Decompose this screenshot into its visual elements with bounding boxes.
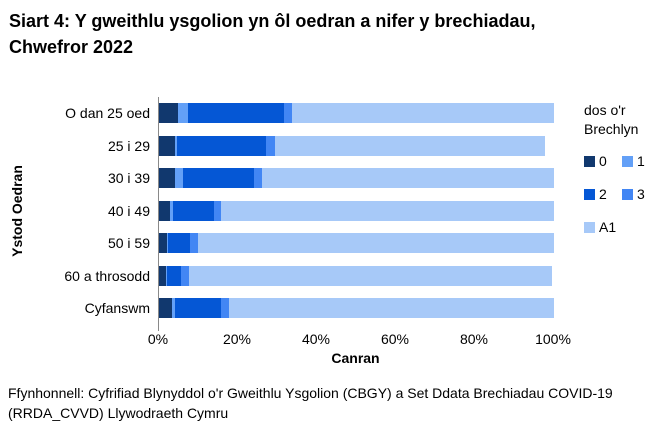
- bar-row: 60 a throsodd: [64, 260, 554, 293]
- bar-segment-dose-A1: [275, 135, 545, 156]
- bar-segment-dose-3: [266, 135, 276, 156]
- legend-label: 0: [599, 153, 607, 169]
- stacked-bar: [159, 265, 554, 286]
- legend-swatch: [584, 221, 595, 233]
- bar-segment-dose-0: [159, 168, 175, 189]
- y-tick-label: 40 i 49: [107, 202, 150, 219]
- y-tick-label: 60 a throsodd: [64, 267, 150, 284]
- legend-item-dose-2: 2: [584, 186, 622, 202]
- bar-segment-dose-2: [174, 298, 222, 319]
- y-tick-label: Cyfanswm: [84, 300, 150, 317]
- bar-row: 40 i 49: [108, 195, 554, 228]
- stacked-bar: [159, 233, 554, 254]
- bar-row: 25 i 29: [108, 130, 554, 163]
- legend-item-dose-1: 1: [622, 153, 660, 169]
- bar-segment-dose-1: [170, 200, 174, 221]
- legend-swatch: [622, 155, 633, 167]
- bar-segment-dose-A1: [261, 168, 554, 189]
- y-axis-title: Ystod Oedran: [9, 165, 26, 257]
- y-tick-label: 25 i 29: [107, 137, 150, 154]
- plot-area: O dan 25 oed 25 i 29 30 i 39 40 i 49 50 i 59…: [64, 97, 554, 331]
- bar-segment-dose-1: [166, 233, 169, 254]
- legend-swatch: [622, 188, 633, 200]
- bar-segment-dose-3: [254, 168, 262, 189]
- x-tick-label: 60%: [380, 331, 410, 347]
- x-tick-label: 0%: [147, 331, 169, 347]
- bar-row: Cyfanswm: [85, 292, 554, 325]
- bar-segment-dose-1: [165, 265, 168, 286]
- bar-segment-dose-A1: [197, 233, 554, 254]
- bar-segment-dose-0: [159, 298, 172, 319]
- legend-item-dose-3: 3: [622, 186, 660, 202]
- bar-segment-dose-A1: [188, 265, 552, 286]
- bar-segment-dose-3: [181, 265, 189, 286]
- stacked-bar: [159, 103, 554, 124]
- bar-segment-dose-3: [189, 233, 198, 254]
- legend-title: dos o'r Brechlyn: [584, 102, 639, 137]
- bar-segment-dose-0: [159, 233, 167, 254]
- stacked-bar: [159, 135, 554, 156]
- bar-segment-dose-0: [159, 265, 166, 286]
- y-axis-title-wrap: Ystod Oedran: [4, 97, 30, 325]
- bar-segment-dose-A1: [220, 200, 554, 221]
- bar-segment-dose-2: [183, 168, 255, 189]
- stacked-bar: [159, 168, 554, 189]
- bar-segment-dose-3: [283, 103, 292, 124]
- y-tick-label: 30 i 39: [107, 170, 150, 187]
- legend-label: 1: [637, 153, 645, 169]
- x-tick-label: 40%: [301, 331, 331, 347]
- bar-segment-dose-2: [173, 200, 214, 221]
- source-note: Ffynhonnell: Cyfrifiad Blynyddol o'r Gwe…: [8, 385, 613, 421]
- bar-row: 30 i 39: [108, 162, 554, 195]
- x-tick-label: 80%: [459, 331, 489, 347]
- legend-label: 2: [599, 186, 607, 202]
- legend-swatch: [584, 188, 595, 200]
- bar-segment-dose-1: [171, 298, 175, 319]
- legend: dos o'r Brechlyn 0 1 2 3 A1: [584, 101, 662, 235]
- stacked-bar: [159, 200, 554, 221]
- bar-segment-dose-3: [213, 200, 221, 221]
- legend-label: 3: [637, 186, 645, 202]
- legend-item-dose-0: 0: [584, 153, 622, 169]
- bar-segment-dose-3: [221, 298, 230, 319]
- bar-segment-dose-2: [187, 103, 284, 124]
- bar-segment-dose-1: [174, 168, 184, 189]
- legend-items: 0 1 2 3 A1: [584, 153, 662, 235]
- legend-label: A1: [599, 219, 617, 235]
- chart-title: Siart 4: Y gweithlu ysgolion yn ôl oedra…: [9, 11, 536, 57]
- bar-segment-dose-2: [177, 135, 267, 156]
- stacked-bar: [159, 298, 554, 319]
- bar-segment-dose-1: [175, 135, 178, 156]
- y-tick-label: O dan 25 oed: [65, 105, 150, 122]
- bar-row: O dan 25 oed: [65, 97, 554, 130]
- bar-row: 50 i 59: [108, 227, 554, 260]
- bar-segment-dose-0: [159, 135, 176, 156]
- legend-item-dose-A1: A1: [584, 219, 622, 235]
- bar-segment-dose-0: [159, 103, 178, 124]
- bar-segment-dose-0: [159, 200, 171, 221]
- bar-segment-dose-A1: [229, 298, 554, 319]
- x-tick-label: 20%: [222, 331, 252, 347]
- x-tick-label: 100%: [535, 331, 571, 347]
- x-axis-title: Canran: [331, 350, 380, 366]
- x-axis-ticks: 0% 20% 40% 60% 80% 100%: [148, 331, 571, 347]
- legend-swatch: [584, 155, 595, 167]
- bar-segment-dose-2: [167, 265, 182, 286]
- bar-segment-dose-1: [177, 103, 188, 124]
- y-tick-label: 50 i 59: [107, 235, 150, 252]
- bar-segment-dose-2: [168, 233, 190, 254]
- bar-segment-dose-A1: [291, 103, 554, 124]
- x-axis-zero-tick: [158, 325, 159, 331]
